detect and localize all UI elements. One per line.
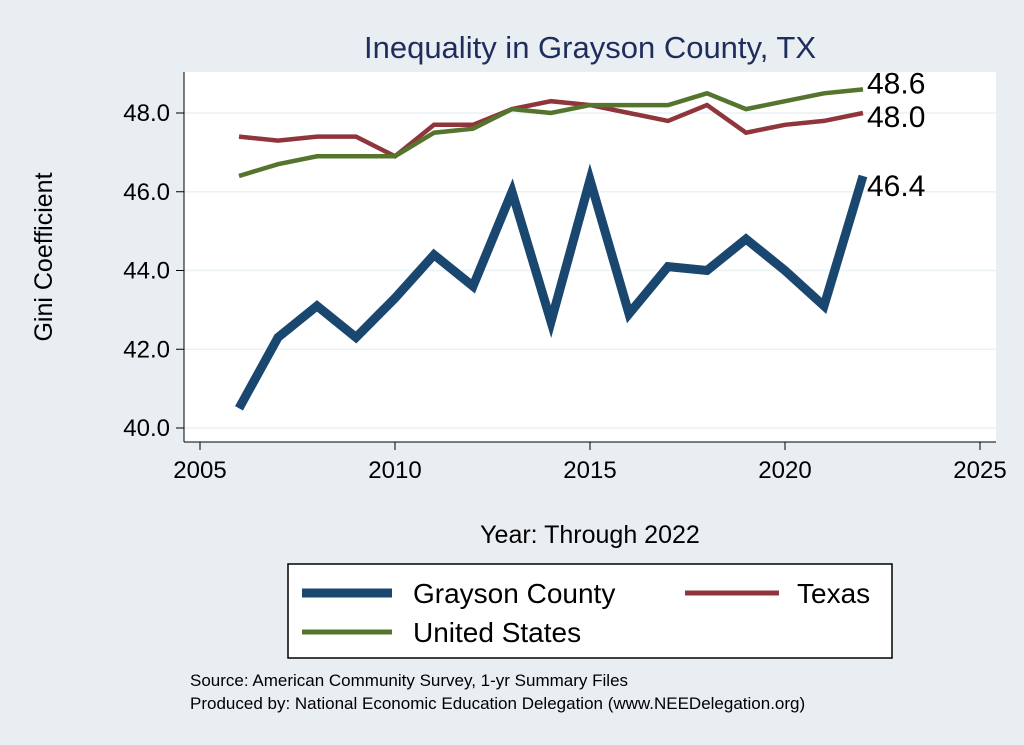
y-tick-label: 46.0 <box>123 179 170 206</box>
series-lines <box>235 87 868 411</box>
end-label-us: 48.6 <box>867 67 925 100</box>
x-tick-label: 2005 <box>173 457 226 484</box>
series-line-grayson <box>235 163 868 411</box>
y-axis-title: Gini Coefficient <box>30 172 58 341</box>
end-label-grayson: 46.4 <box>867 170 925 203</box>
y-tick-label: 42.0 <box>123 336 170 363</box>
x-tick-label: 2020 <box>758 457 811 484</box>
x-tick-label: 2015 <box>563 457 616 484</box>
y-tick-label: 44.0 <box>123 258 170 285</box>
y-tick-label: 48.0 <box>123 100 170 127</box>
x-axis-title: Year: Through 2022 <box>480 521 700 549</box>
y-tick-label: 40.0 <box>123 415 170 442</box>
chart-title: Inequality in Grayson County, TX <box>364 30 816 65</box>
end-label-texas: 48.0 <box>867 101 925 134</box>
legend: Grayson County Texas United States <box>287 563 893 659</box>
series-line-us <box>238 87 864 179</box>
x-tick-label: 2025 <box>953 457 1006 484</box>
legend-label-texas: Texas <box>797 578 870 609</box>
end-labels: 46.4 48.048.6 <box>867 67 925 203</box>
legend-box <box>287 563 893 659</box>
series-line-texas <box>238 98 864 159</box>
legend-label-grayson: Grayson County <box>413 578 615 609</box>
x-axis-ticks: 2005 2010 2015 2020 2025 <box>173 442 1007 484</box>
plot-area <box>184 72 996 442</box>
producer-note: Produced by: National Economic Education… <box>190 694 805 713</box>
legend-label-us: United States <box>413 617 581 648</box>
y-axis-ticks: 40.0 42.0 44.0 46.0 48.0 <box>123 100 184 442</box>
x-tick-label: 2010 <box>368 457 421 484</box>
source-note: Source: American Community Survey, 1-yr … <box>190 671 628 690</box>
